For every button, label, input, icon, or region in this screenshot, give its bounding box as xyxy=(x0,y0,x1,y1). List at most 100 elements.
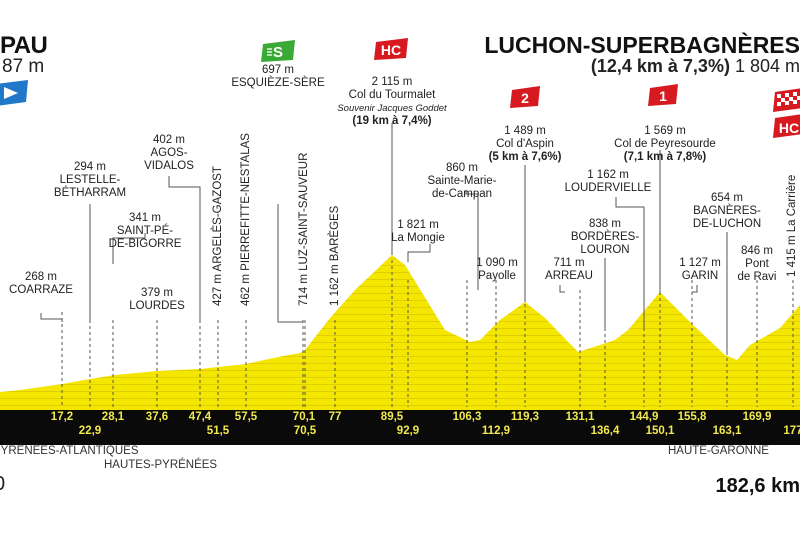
place-payolle: 1 090 m Payolle xyxy=(476,257,518,283)
cat1-climb-badge-icon: 1 xyxy=(648,84,678,106)
place-pierrefitte: 462 m PIERREFITTE-NESTALAS xyxy=(240,133,252,306)
place-name: Pont xyxy=(745,258,769,270)
place-altitude: 846 m xyxy=(741,245,773,257)
place-saint-pe: 341 m SAINT-PÉ- DE-BIGORRE xyxy=(109,212,182,251)
place-altitude: 1 090 m xyxy=(476,257,518,269)
place-la-mongie: 1 821 m La Mongie xyxy=(391,219,445,245)
place-altitude: 379 m xyxy=(141,287,173,299)
place-argeles: 427 m ARGELÈS-GAZOST xyxy=(212,166,224,306)
svg-text:S: S xyxy=(273,44,283,61)
place-coarraze: 268 m COARRAZE xyxy=(9,271,73,297)
place-name: La Mongie xyxy=(391,232,445,244)
climb-name: Col du Tourmalet xyxy=(348,89,436,101)
km-marker: 17,2 xyxy=(50,411,74,423)
climb-name: Col d'Aspin xyxy=(496,138,554,150)
place-name: DE-BIGORRE xyxy=(108,238,182,250)
place-name: de-Campan xyxy=(431,188,493,200)
place-altitude: 838 m xyxy=(589,218,621,230)
place-altitude: 711 m xyxy=(553,257,585,269)
finish-hc-badge-icon: HC xyxy=(773,88,800,138)
place-altitude: 654 m xyxy=(711,192,743,204)
climb-altitude: 1 489 m xyxy=(504,125,546,137)
climb-label-tourmalet: 2 115 m Col du Tourmalet Souvenir Jacque… xyxy=(337,76,446,128)
climb-label-peyresourde: 1 569 m Col de Peyresourde (7,1 km à 7,8… xyxy=(614,125,716,164)
place-name: AGOS- xyxy=(150,147,188,159)
place-name: Payolle xyxy=(478,270,516,282)
km-marker: 119,3 xyxy=(510,411,540,423)
place-altitude: 1 821 m xyxy=(397,219,439,231)
place-loudervielle: 1 162 m LOUDERVIELLE xyxy=(565,169,652,195)
place-sainte-marie: 860 m Sainte-Marie- de-Campan xyxy=(427,162,496,201)
place-agos-vidalos: 402 m AGOS- VIDALOS xyxy=(144,134,194,173)
start-distance-fragment: 0 xyxy=(0,473,5,496)
place-name: de Ravi xyxy=(737,271,777,283)
start-city: PAU xyxy=(0,32,48,59)
place-name: SAINT-PÉ- xyxy=(116,225,174,237)
km-marker: 131,1 xyxy=(565,411,595,423)
km-marker: 47,4 xyxy=(188,411,212,423)
place-name: BORDÈRES- xyxy=(570,231,640,243)
climb-altitude: 1 569 m xyxy=(644,125,686,137)
km-marker: 136,4 xyxy=(590,425,620,437)
km-marker: 89,5 xyxy=(380,411,404,423)
place-bagneres: 654 m BAGNÈRES- DE-LUCHON xyxy=(693,192,761,231)
km-marker: 106,3 xyxy=(452,411,482,423)
km-marker: 112,9 xyxy=(481,425,511,437)
place-garin: 1 127 m GARIN xyxy=(679,257,721,283)
place-lourdes: 379 m LOURDES xyxy=(129,287,185,313)
place-borderes: 838 m BORDÈRES- LOURON xyxy=(571,218,639,257)
climb-detail: (5 km à 7,6%) xyxy=(488,151,562,163)
place-pont-de-ravi: 846 m Pont de Ravi xyxy=(738,245,777,284)
climb-detail: (19 km à 7,4%) xyxy=(352,115,432,127)
place-la-carriere: 1 415 m La Carrière xyxy=(786,174,798,277)
climb-altitude: 2 115 m xyxy=(371,76,413,88)
km-marker: 28,1 xyxy=(101,411,125,423)
finish-climb: (12,4 km à 7,3%) xyxy=(590,56,730,76)
finish-city: LUCHON-SUPERBAGNÈRES xyxy=(484,32,800,58)
km-bar xyxy=(0,407,800,445)
km-marker: 155,8 xyxy=(677,411,707,423)
place-name: COARRAZE xyxy=(9,284,73,296)
climb-name: ESQUIÈZE-SÈRE xyxy=(231,77,325,89)
region-haute-garonne: HAUTE-GARONNE xyxy=(668,445,769,457)
place-name: VIDALOS xyxy=(144,160,194,172)
climb-name: Col de Peyresourde xyxy=(614,138,716,150)
place-name: BÉTHARRAM xyxy=(53,187,127,199)
place-altitude: 294 m xyxy=(74,161,106,173)
km-marker: 163,1 xyxy=(712,425,742,437)
start-altitude: 87 m xyxy=(2,56,45,77)
svg-text:1: 1 xyxy=(659,88,667,104)
climb-altitude: 697 m xyxy=(262,64,294,76)
place-name: DE-LUCHON xyxy=(692,218,762,230)
climb-label-esquieze: 697 m ESQUIÈZE-SÈRE xyxy=(231,64,324,90)
place-altitude: 1 127 m xyxy=(679,257,721,269)
svg-text:HC: HC xyxy=(381,42,401,58)
cat2-climb-badge-icon: 2 xyxy=(510,86,540,108)
climb-detail: (7,1 km à 7,8%) xyxy=(623,151,707,163)
km-marker: 177 xyxy=(783,425,800,437)
km-marker: 51,5 xyxy=(206,425,230,437)
place-altitude: 402 m xyxy=(153,134,185,146)
place-bareges: 1 162 m BARÈGES xyxy=(329,205,341,306)
km-marker: 77 xyxy=(328,411,342,423)
km-marker: 144,9 xyxy=(629,411,659,423)
place-altitude: 341 m xyxy=(129,212,161,224)
place-altitude: 1 162 m xyxy=(587,169,629,181)
climb-label-aspin: 1 489 m Col d'Aspin (5 km à 7,6%) xyxy=(489,125,562,164)
finish-altitude: 1 804 m xyxy=(734,56,800,76)
place-altitude: 268 m xyxy=(25,271,57,283)
place-lestelle: 294 m LESTELLE- BÉTHARRAM xyxy=(54,161,126,200)
place-name: GARIN xyxy=(681,270,719,282)
km-marker: 150,1 xyxy=(645,425,675,437)
region-hautes-pyrenees: HAUTES-PYRÉNÉES xyxy=(104,459,218,471)
place-altitude: 860 m xyxy=(446,162,478,174)
svg-text:2: 2 xyxy=(521,90,529,106)
km-marker: 57,5 xyxy=(234,411,258,423)
place-arreau: 711 m ARREAU xyxy=(545,257,593,283)
place-name: LESTELLE- xyxy=(59,174,121,186)
climb-souvenir: Souvenir Jacques Goddet xyxy=(337,103,447,114)
region-pyrenees-atlantiques: PYRÉNÉES-ATLANTIQUES xyxy=(0,445,139,457)
km-marker: 92,9 xyxy=(396,425,420,437)
place-name: LOURDES xyxy=(129,300,185,312)
hc-climb-badge-icon: HC xyxy=(374,38,408,60)
